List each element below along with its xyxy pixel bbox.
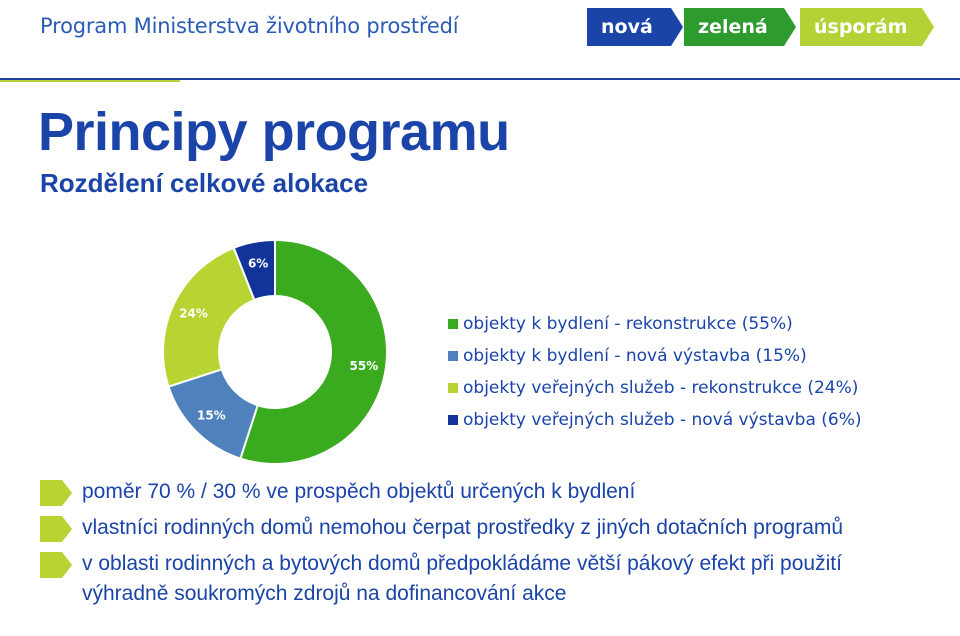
donut-chart: 55% 15% 24% 6% (162, 238, 389, 465)
logo-word-zelena: zelená (698, 16, 768, 38)
bullet-item-1: poměr 70 % / 30 % ve prospěch objektů ur… (40, 477, 940, 507)
header-title: Program Ministerstva životního prostředí (40, 14, 459, 38)
legend-item-3: objekty veřejných služeb - rekonstrukce … (448, 372, 862, 404)
legend-swatch-4 (448, 415, 458, 425)
donut-data-label-1: 55% (350, 359, 379, 373)
bullet-arrow-icon (40, 516, 72, 542)
bullet-text-3: v oblasti rodinných a bytových domů před… (82, 552, 842, 605)
donut-slice-3 (162, 246, 256, 388)
legend-item-4: objekty veřejných služeb - nová výstavba… (448, 404, 862, 436)
logo-word-nova: nová (601, 16, 653, 38)
header-divider-accent (0, 80, 180, 82)
logo-usporam: úsporám (800, 8, 934, 46)
legend-label-3: objekty veřejných služeb - rekonstrukce … (463, 378, 859, 398)
logo-word-usporam: úsporám (814, 16, 908, 38)
legend-label-2: objekty k bydlení - nová výstavba (15%) (463, 346, 807, 366)
header-divider (0, 78, 960, 80)
legend-swatch-2 (448, 351, 458, 361)
logo-zelena-shape (684, 8, 796, 46)
bullet-arrow-icon (40, 480, 72, 506)
legend-item-1: objekty k bydlení - rekonstrukce (55%) (448, 308, 862, 340)
legend-swatch-1 (448, 319, 458, 329)
logo-usporam-shape (800, 8, 934, 46)
legend-swatch-3 (448, 383, 458, 393)
donut-data-label-4: 6% (248, 257, 268, 271)
bullet-item-3: v oblasti rodinných a bytových domů před… (40, 549, 940, 609)
bullet-list: poměr 70 % / 30 % ve prospěch objektů ur… (40, 477, 940, 615)
logo-zelena: zelená (684, 8, 796, 46)
logo-nova: nová (587, 8, 683, 46)
legend-item-2: objekty k bydlení - nová výstavba (15%) (448, 340, 862, 372)
logo-nova-shape (587, 8, 683, 46)
bullet-arrow-icon (40, 552, 72, 578)
donut-data-label-2: 15% (197, 409, 226, 423)
chart-legend: objekty k bydlení - rekonstrukce (55%) ob… (448, 308, 862, 436)
legend-label-4: objekty veřejných služeb - nová výstavba… (463, 410, 862, 430)
donut-data-label-3: 24% (179, 307, 208, 321)
donut-slice-4 (232, 238, 276, 302)
legend-label-1: objekty k bydlení - rekonstrukce (55%) (463, 314, 793, 334)
bullet-text-1: poměr 70 % / 30 % ve prospěch objektů ur… (82, 480, 636, 503)
bullet-text-2: vlastníci rodinných domů nemohou čerpat … (82, 516, 844, 539)
page-subtitle: Rozdělení celkové alokace (40, 168, 369, 198)
donut-slice-1 (239, 238, 389, 465)
bullet-item-2: vlastníci rodinných domů nemohou čerpat … (40, 513, 940, 543)
page-title: Principy programu (38, 102, 510, 162)
